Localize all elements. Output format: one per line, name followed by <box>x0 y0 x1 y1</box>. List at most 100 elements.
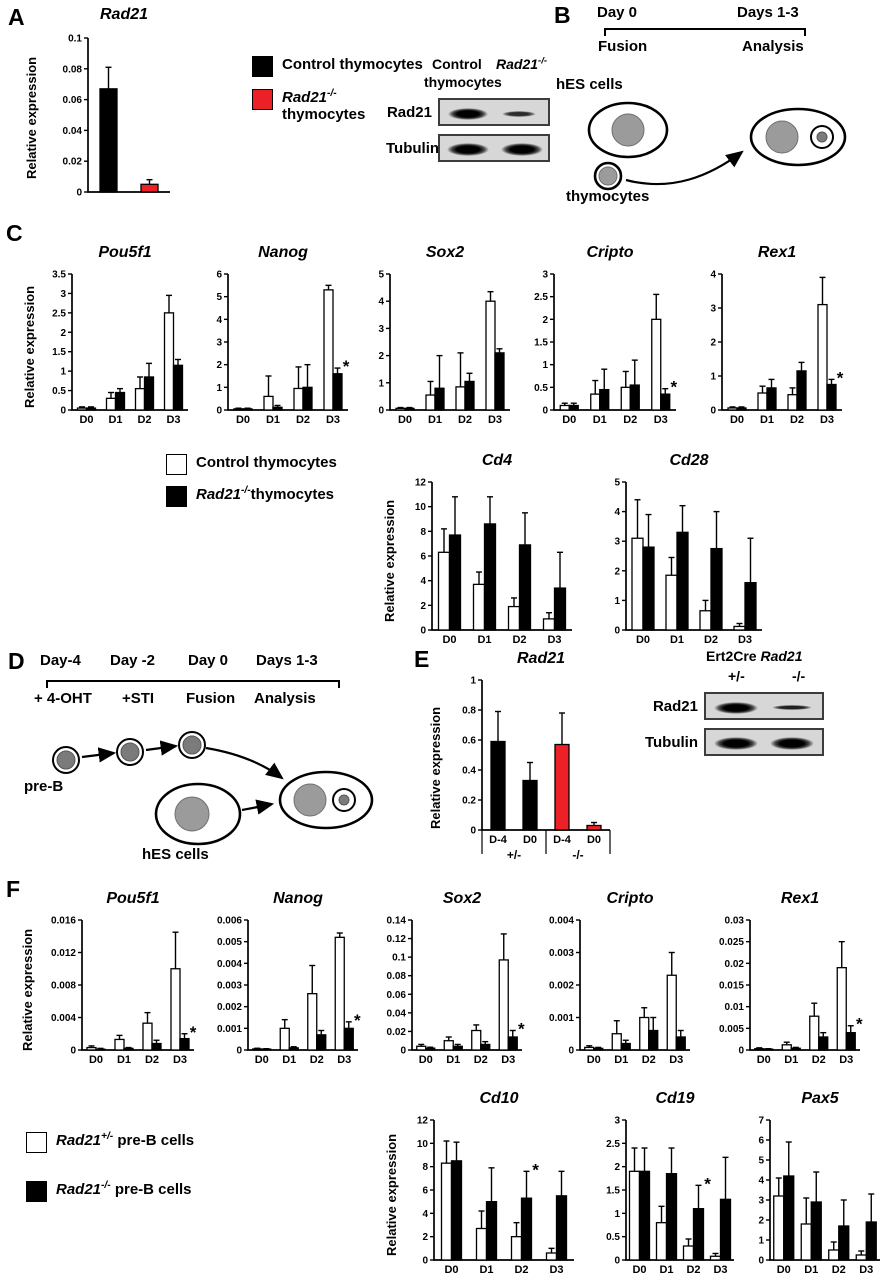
chart-plot: 0 0.5 1 1.5 2 2.5 3 3.5 D0 D1 D2 D3 <box>52 270 188 426</box>
blot-lane-label-ko: -/- <box>792 668 806 684</box>
chart-plot: 0 2 4 6 8 10 12 D0 D1 D2 D3 <box>415 478 572 646</box>
y-tick-label: 0 <box>76 188 82 199</box>
panel-f-label: F <box>6 876 21 902</box>
significance-asterisk: * <box>837 368 844 387</box>
bar-series-1 <box>123 1047 134 1051</box>
bar-series-0 <box>472 583 486 631</box>
y-tick-label: 0.015 <box>719 981 744 992</box>
y-tick-label: 4 <box>710 270 716 281</box>
bar-series-0 <box>233 408 244 411</box>
blot-header-ert2cre: Ert2Cre Rad21 <box>706 648 803 664</box>
x-category-label: D2 <box>458 414 472 426</box>
bar-series-0 <box>498 959 509 1051</box>
x-category-label: D3 <box>820 414 834 426</box>
legend-swatch-black <box>252 56 273 77</box>
blot-row-label-rad21: Rad21 <box>386 104 432 121</box>
bar-series-0 <box>733 625 746 631</box>
timeline-b-day0: Day 0 <box>597 4 638 21</box>
fused-preb-nucleus <box>338 794 350 806</box>
hes-nucleus <box>174 796 210 832</box>
bar-series-0 <box>334 936 345 1051</box>
bar-series-0 <box>86 1046 97 1051</box>
bar-series-1 <box>85 407 97 411</box>
bar-series-0 <box>542 618 556 631</box>
panel-e-label: E <box>414 646 430 672</box>
chart-plot: 0 1 2 3 4 5 6 D0 D1 D2 D3 * <box>216 270 349 427</box>
bar-series-1 <box>675 1036 686 1051</box>
genotype-sup: +/- <box>101 1131 114 1142</box>
bar-series-1 <box>114 391 126 411</box>
x-category-label: D2 <box>137 414 151 426</box>
bar-series-0 <box>665 574 678 631</box>
bar-series-1 <box>507 1036 518 1051</box>
timeline-b-days13: Days 1-3 <box>737 4 799 21</box>
treatment-arrow-1 <box>81 747 117 763</box>
chart-f_cd10: Cd10 Relative expression 0 2 4 6 8 10 12 D0 D1 D2 D3… <box>384 1090 582 1278</box>
label-thymocytes-b: thymocytes <box>566 188 650 205</box>
bar-series-1 <box>838 1225 850 1261</box>
y-tick-label: 10 <box>415 502 427 513</box>
y-axis-label: Relative expression <box>382 499 397 623</box>
bar-series-0 <box>443 1040 454 1051</box>
fusion-diagram-d <box>52 731 374 846</box>
bar-series-1 <box>494 352 505 411</box>
bar-series-1 <box>480 1043 491 1051</box>
y-tick-label: 0.016 <box>51 916 76 927</box>
timeline-d-analysis: Analysis <box>254 690 316 707</box>
bar-series-0 <box>773 1195 785 1261</box>
x-category-label: D3 <box>713 1264 727 1276</box>
chart-title: Rad21 <box>99 6 149 23</box>
chart-f_sox2: Sox2 0 0.02 0.04 0.06 0.08 0.1 0.12 0.14 D0 D1 D2 D3… <box>372 890 526 1068</box>
pre-b-nucleus-2 <box>120 742 140 762</box>
blot-col-sub: thymocytes <box>424 74 502 90</box>
y-tick-label: 0 <box>710 406 716 417</box>
bar-series-1 <box>665 1173 678 1261</box>
chart-plot: 0 0.001 0.002 0.003 0.004 0.005 0.006 D0 D1 D2 D3 * <box>217 916 361 1067</box>
y-tick-label: 1 <box>216 383 222 394</box>
y-tick-label: 2 <box>60 328 66 339</box>
chart-title: Pax5 <box>801 1090 839 1107</box>
bar-series-1 <box>676 531 689 631</box>
bar-series-1 <box>719 1198 732 1261</box>
y-tick-label: 0.006 <box>217 916 242 927</box>
fused-thymocyte-nucleus <box>816 131 828 143</box>
fused-hes-nucleus <box>765 120 799 154</box>
bar-series-0 <box>611 1033 622 1051</box>
chart-plot: 0 2 4 6 8 10 12 D0 D1 D2 D3 * <box>417 1116 574 1276</box>
significance-asterisk: * <box>532 1160 539 1179</box>
chart-title: Pou5f1 <box>106 890 160 907</box>
y-tick-label: 5 <box>614 478 620 489</box>
y-tick-label: 4 <box>758 1176 764 1187</box>
y-tick-label: 3 <box>216 338 222 349</box>
y-tick-label: 4 <box>614 507 620 518</box>
x-category-label: D1 <box>804 1264 818 1276</box>
gene-name: Rad21 <box>496 56 539 72</box>
y-tick-label: 0.025 <box>719 937 744 948</box>
chart-f_rex1: Rex1 0 0.005 0.01 0.015 0.02 0.025 0.03 D0 D1 D2 D3… <box>706 890 864 1068</box>
chart-title: Cd19 <box>655 1090 695 1107</box>
y-tick-label: 0 <box>614 626 620 637</box>
bar-series-0 <box>105 397 117 411</box>
y-tick-label: 0 <box>420 626 426 637</box>
y-tick-label: 0.5 <box>52 386 66 397</box>
blot-lane-label-het: +/- <box>728 668 745 684</box>
band-tubulin-control <box>447 143 489 156</box>
bar-series-0 <box>586 824 602 831</box>
bar-series-0 <box>425 394 436 411</box>
chart-plot: 0 1 2 3 4 5 D0 D1 D2 D3 <box>614 478 762 646</box>
bar-series-0 <box>655 1222 668 1261</box>
bar-series-0 <box>699 610 712 631</box>
x-category-label: D0 <box>444 1264 458 1276</box>
significance-asterisk: * <box>190 1023 197 1042</box>
y-tick-label: 0.4 <box>462 766 476 777</box>
y-tick-label: 1 <box>758 1236 764 1247</box>
x-category-label: D0 <box>636 634 650 646</box>
y-tick-label: 0.001 <box>217 1024 242 1035</box>
y-tick-label: 6 <box>216 270 222 281</box>
bar-series-1 <box>826 383 837 411</box>
x-category-label: D2 <box>812 1054 826 1066</box>
panel-f-legend: Rad21+/- pre-B cells Rad21-/- pre-B cell… <box>26 1131 194 1202</box>
chart-title: Rex1 <box>780 890 820 907</box>
legend-label-line2: thymocytes <box>282 106 366 124</box>
fusion-arrow-hes <box>241 799 275 815</box>
